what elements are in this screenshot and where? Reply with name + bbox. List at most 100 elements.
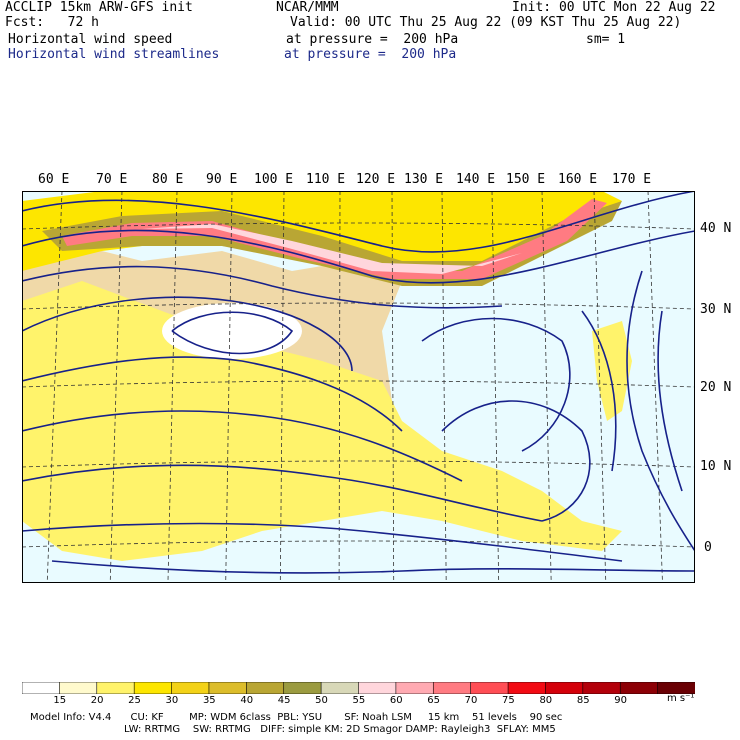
longitude-line: [593, 191, 607, 583]
graticule: [22, 191, 695, 583]
colorbar-label: 90: [614, 695, 627, 706]
colorbar-swatch: [59, 682, 98, 694]
longitude-line: [338, 191, 341, 583]
longitude-line: [279, 191, 285, 583]
lon-label: 100 E: [254, 172, 294, 187]
colorbar-label: 55: [352, 695, 366, 706]
longitude-line: [109, 191, 123, 583]
streamline: [22, 229, 695, 284]
colorbar-label: 85: [576, 695, 590, 706]
streamline: [22, 410, 463, 482]
lat-label: 0: [704, 540, 712, 555]
map-frame: [22, 191, 695, 583]
lon-label: 70 E: [96, 172, 128, 187]
lon-label: 80 E: [152, 172, 184, 187]
lat-label: 10 N: [700, 459, 732, 474]
jet-core: [62, 199, 607, 279]
latitude-line: [22, 380, 695, 388]
colorbar-label: 35: [202, 695, 216, 706]
lon-label: 170 E: [612, 172, 652, 187]
colorbar-swatch: [246, 682, 285, 694]
colorbar-swatch: [208, 682, 248, 694]
streamline: [581, 310, 617, 472]
colorbar-label: 50: [315, 695, 328, 706]
colorbar-label: 25: [128, 695, 141, 706]
colorbar-swatch: [358, 682, 397, 694]
colorbar-swatch: [657, 682, 695, 694]
longitude-line: [491, 191, 500, 583]
lon-label: 110 E: [306, 172, 346, 187]
lon-label: 60 E: [38, 172, 70, 187]
latitude-line: [22, 460, 695, 468]
streamlines: [22, 191, 695, 574]
colorbar-swatch: [320, 682, 360, 694]
lon-label: 90 E: [206, 172, 238, 187]
lon-label: 130 E: [404, 172, 444, 187]
colorbar-swatch: [619, 682, 659, 694]
lat-label: 40 N: [700, 221, 732, 236]
colorbar-swatch: [470, 682, 509, 694]
streamline: [22, 265, 503, 309]
streamline: [171, 311, 294, 355]
colorbar-swatch: [545, 682, 584, 694]
valid-time: Valid: 00 UTC Thu 25 Aug 22 (09 KST Thu …: [290, 15, 682, 30]
colorbar-swatch: [507, 682, 547, 694]
colorbar-label: 45: [277, 695, 291, 706]
field-streamlines: Horizontal wind streamlines: [8, 47, 220, 62]
streamline: [22, 296, 353, 372]
pressure-level-2: at pressure = 200 hPa: [284, 47, 457, 62]
center-title: NCAR/MMM: [276, 0, 339, 15]
longitude-line: [391, 191, 395, 583]
colorbar-label: 60: [389, 695, 403, 706]
latitude-line: [22, 540, 695, 548]
wind-map: [22, 191, 695, 583]
colorbar-swatch: [283, 682, 322, 694]
model-title: ACCLIP 15km ARW-GFS init: [5, 0, 193, 15]
lon-label: 150 E: [506, 172, 546, 187]
streamline: [626, 270, 695, 552]
colorbar-swatch: [133, 682, 173, 694]
lon-label: 120 E: [356, 172, 396, 187]
streamline: [441, 400, 591, 522]
streamline: [22, 356, 403, 432]
model-info-line1: Model Info: V4.4 CU: KF MP: WDM 6class P…: [30, 712, 563, 723]
lon-label: 160 E: [558, 172, 598, 187]
colorbar-swatch: [22, 682, 61, 694]
longitude-line: [225, 191, 233, 583]
smoothing-label: sm= 1: [586, 32, 626, 47]
colorbar-label: 30: [165, 695, 179, 706]
colorbar-label: 20: [90, 695, 104, 706]
lat-label: 30 N: [700, 302, 732, 317]
streamline: [51, 560, 695, 574]
lon-label: 140 E: [456, 172, 496, 187]
streamline: [22, 191, 695, 253]
colorbar-label: 70: [464, 695, 478, 706]
longitude-line: [541, 191, 552, 583]
colorbar-label: 80: [539, 695, 553, 706]
streamline: [22, 464, 543, 522]
streamline: [22, 522, 623, 562]
streamline: [657, 310, 683, 492]
forecast-hour: Fcst: 72 h: [5, 15, 99, 30]
colorbar-label: 65: [427, 695, 440, 706]
colorbar-swatch: [171, 682, 210, 694]
colorbar-swatch: [96, 682, 135, 694]
colorbar-label: 15: [53, 695, 67, 706]
colorbar-swatch: [395, 682, 435, 694]
latitude-line: [22, 222, 695, 230]
colorbar-swatch: [582, 682, 622, 694]
colorbar-label: 40: [240, 695, 254, 706]
colorbar-label: 75: [502, 695, 515, 706]
speed-yellow-west: [22, 281, 622, 561]
model-info-line2: LW: RRTMG SW: RRTMG DIFF: simple KM: 2D …: [124, 724, 556, 735]
init-time: Init: 00 UTC Mon 22 Aug 22: [512, 0, 716, 15]
pressure-level-1: at pressure = 200 hPa: [286, 32, 459, 47]
longitude-line: [167, 191, 178, 583]
lat-label: 20 N: [700, 380, 732, 395]
longitude-line: [46, 191, 63, 583]
field-wind-speed: Horizontal wind speed: [8, 32, 173, 47]
streamline: [421, 317, 571, 452]
colorbar-unit: m s⁻¹: [667, 693, 695, 704]
longitude-line: [647, 191, 663, 583]
colorbar-swatch: [432, 682, 472, 694]
